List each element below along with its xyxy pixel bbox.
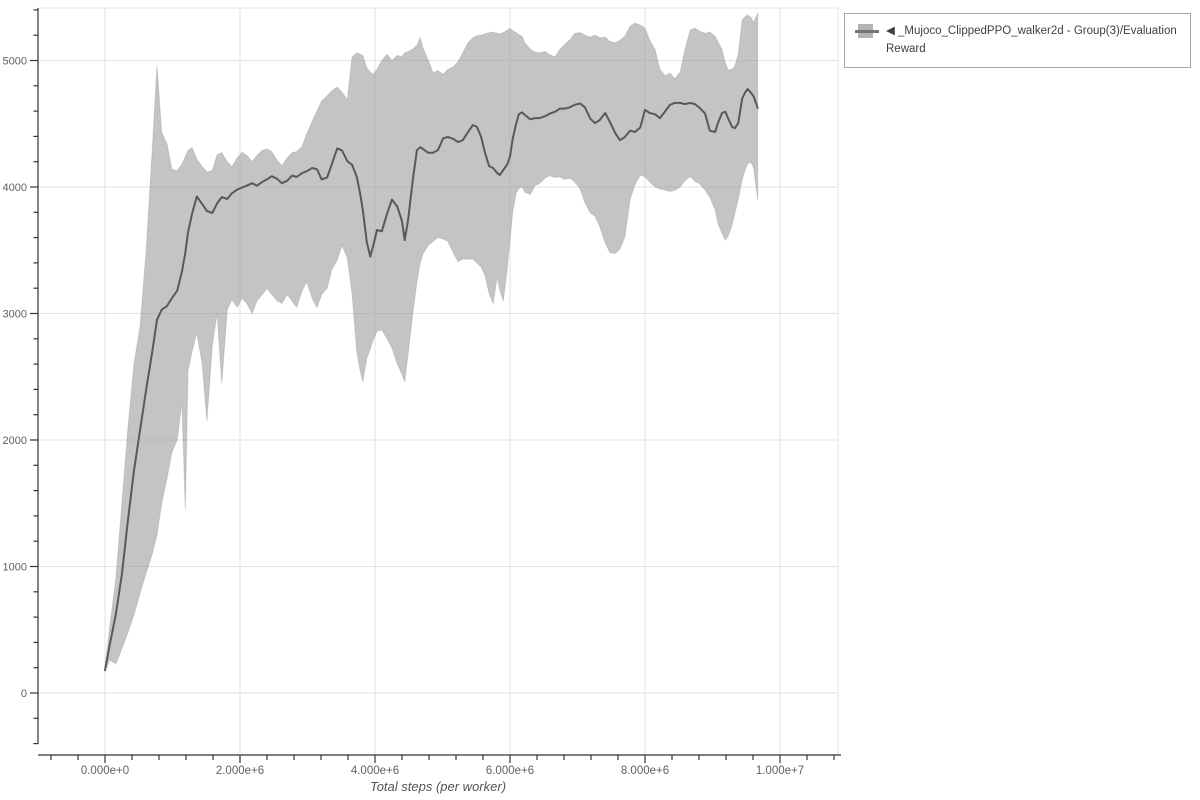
mean-line — [104, 88, 759, 672]
legend-item-evaluation-reward[interactable]: ◀ _Mujoco_ClippedPPO_walker2d - Group(3)… — [855, 22, 1181, 58]
x-axis-title: Total steps (per worker) — [369, 779, 507, 794]
y-tick-label: 5000 — [3, 55, 27, 67]
confidence-band — [104, 12, 759, 672]
y-tick-label: 1000 — [3, 561, 27, 573]
x-tick-label: 8.000e+6 — [621, 765, 669, 777]
axis-ticks — [30, 9, 835, 763]
y-tick-label: 4000 — [3, 182, 27, 194]
line-swatch — [855, 30, 879, 33]
x-tick-label: 2.000e+6 — [216, 765, 264, 777]
x-tick-label: 4.000e+6 — [351, 765, 399, 777]
legend: ◀ _Mujoco_ClippedPPO_walker2d - Group(3)… — [844, 13, 1191, 68]
x-tick-label: 1.000e+7 — [756, 765, 804, 777]
y-tick-label: 0 — [21, 688, 27, 700]
x-tick-label: 6.000e+6 — [486, 765, 534, 777]
x-tick-label: 0.000e+0 — [81, 765, 129, 777]
tick-labels: 0.000e+0 2.000e+6 4.000e+6 6.000e+6 8.000e+6… — [3, 55, 805, 777]
y-tick-label: 2000 — [3, 435, 27, 447]
legend-label: ◀ _Mujoco_ClippedPPO_walker2d - Group(3)… — [886, 25, 1177, 55]
y-tick-label: 3000 — [3, 308, 27, 320]
line-with-band-swatch-icon — [855, 23, 879, 39]
